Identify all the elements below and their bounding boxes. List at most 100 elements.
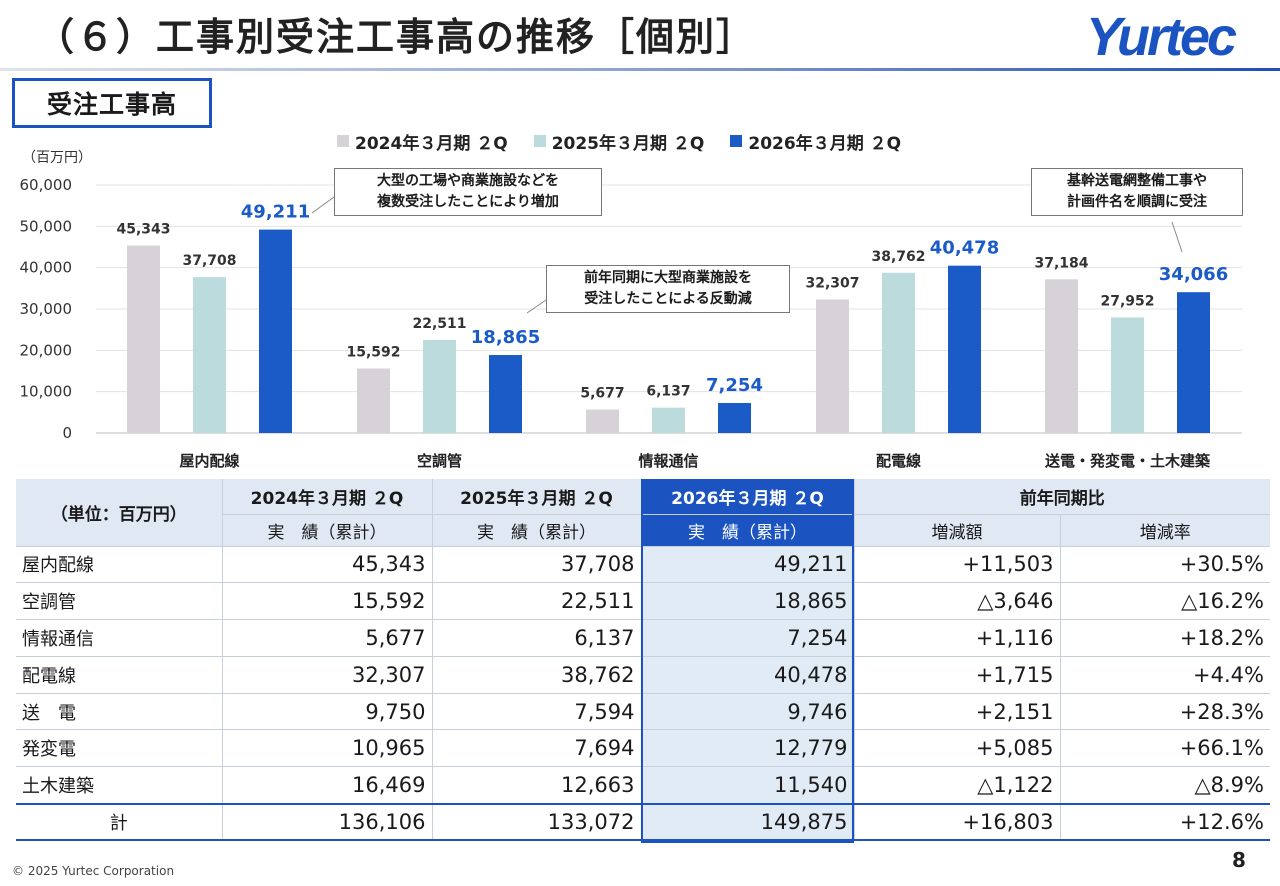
x-category-label: 空調管 — [417, 452, 462, 470]
total-diff: +16,803 — [854, 802, 1061, 842]
yurtec-logo: Yurtec — [1086, 7, 1240, 66]
legend-label-2026: 2026年３月期 ２Q — [748, 133, 902, 154]
y-tick-label: 30,000 — [20, 300, 73, 318]
cell-2026: 18,865 — [641, 582, 855, 621]
cell-2026: 12,779 — [641, 729, 855, 768]
callout-hvac: 前年同期に大型商業施設を 受注したことによる反動減 — [546, 265, 790, 313]
cell-2025: 6,137 — [432, 619, 642, 657]
bar — [1111, 317, 1144, 433]
y-axis-unit-label: （百万円） — [22, 150, 92, 166]
cell-2025: 12,663 — [432, 766, 642, 805]
legend-label-2024: 2024年３月期 ２Q — [355, 133, 508, 154]
cell-2024: 9,750 — [222, 693, 433, 731]
cell-2026: 9,746 — [641, 693, 855, 731]
bar-value-label: 5,677 — [580, 386, 624, 402]
cell-diff: △1,122 — [854, 766, 1061, 805]
cell-2024: 5,677 — [222, 619, 433, 657]
callout-transmission: 基幹送電網整備工事や 計画件名を順調に受注 — [1031, 168, 1243, 216]
legend-item-2025: 2025年３月期 ２Q — [533, 129, 705, 154]
bar-value-label: 32,307 — [805, 275, 859, 291]
row-label: 空調管 — [16, 582, 223, 621]
bar — [193, 277, 226, 433]
cell-diff: +1,116 — [854, 619, 1061, 657]
cell-2024: 16,469 — [222, 766, 433, 805]
legend-label-2025: 2025年３月期 ２Q — [551, 133, 705, 154]
table-row: 屋内配線 45,343 37,708 49,211 +11,503 +30.5% — [16, 546, 1270, 584]
callout-line: 大型の工場や商業施設などを — [377, 173, 559, 189]
bar — [357, 368, 390, 433]
total-2025: 133,072 — [432, 802, 642, 842]
sub-header-2026: 実 績（累計） — [641, 514, 855, 547]
sub-header-2024: 実 績（累計） — [222, 514, 433, 547]
callout-line: 計画件名を順調に受注 — [1067, 194, 1207, 210]
sub-header-2025: 実 績（累計） — [432, 514, 642, 547]
chart-legend: 2024年３月期 ２Q 2025年３月期 ２Q 2026年３月期 ２Q — [337, 128, 927, 154]
row-label: 発変電 — [16, 729, 223, 768]
bar-value-label: 22,511 — [412, 316, 466, 332]
total-rate: +12.6% — [1060, 802, 1270, 842]
rate-header: 増減率 — [1060, 514, 1270, 547]
cell-2024: 10,965 — [222, 729, 433, 768]
logo-text: Yurtec — [1086, 7, 1237, 66]
cell-2025: 7,594 — [432, 693, 642, 731]
cell-2025: 37,708 — [432, 546, 642, 584]
cell-rate: +4.4% — [1060, 656, 1270, 694]
table-row: 発変電 10,965 7,694 12,779 +5,085 +66.1% — [16, 729, 1270, 768]
cell-2025: 7,694 — [432, 729, 642, 768]
x-category-label: 情報通信 — [638, 452, 698, 470]
period-header-2025: 2025年３月期 ２Q — [432, 479, 642, 515]
legend-swatch-2025 — [533, 135, 546, 147]
bar — [127, 245, 160, 433]
bar-value-label: 7,254 — [706, 375, 763, 396]
callout-line: 複数受注したことにより増加 — [377, 194, 559, 210]
cell-2026: 7,254 — [641, 619, 855, 657]
table-row: 空調管 15,592 22,511 18,865 △3,646 △16.2% — [16, 582, 1270, 621]
bar — [586, 409, 619, 433]
bar-value-label: 40,478 — [930, 238, 999, 259]
bar — [423, 339, 456, 433]
bar — [1177, 292, 1210, 433]
callout-indoor-wiring: 大型の工場や商業施設などを 複数受注したことにより増加 — [334, 168, 602, 216]
bar-value-label: 37,184 — [1034, 255, 1088, 271]
cell-2024: 15,592 — [222, 582, 433, 621]
bar — [816, 299, 849, 433]
table-row: 土木建築 16,469 12,663 11,540 △1,122 △8.9% — [16, 766, 1270, 805]
row-label: 土木建築 — [16, 766, 223, 805]
callout-leader — [526, 299, 547, 314]
row-label: 送 電 — [16, 693, 223, 731]
section-badge: 受注工事高 — [12, 78, 212, 128]
bar-value-label: 37,708 — [182, 253, 236, 269]
bar — [948, 265, 981, 433]
bar — [882, 272, 915, 433]
cell-rate: +18.2% — [1060, 619, 1270, 657]
x-category-label: 送電・発変電・土木建築 — [1044, 452, 1211, 470]
bar-value-label: 18,865 — [471, 327, 540, 348]
bar — [652, 407, 685, 433]
comparison-header: 前年同期比 — [854, 479, 1270, 515]
y-tick-label: 50,000 — [20, 217, 73, 235]
row-label: 配電線 — [16, 656, 223, 694]
table-row: 配電線 32,307 38,762 40,478 +1,715 +4.4% — [16, 656, 1270, 694]
page-number: 8 — [1232, 848, 1246, 872]
bar-value-label: 27,952 — [1100, 293, 1154, 309]
bar — [718, 403, 751, 433]
x-category-label: 配電線 — [876, 452, 921, 470]
total-2024: 136,106 — [222, 802, 433, 842]
y-tick-label: 10,000 — [20, 383, 73, 401]
cell-diff: +5,085 — [854, 729, 1061, 768]
callout-line: 前年同期に大型商業施設を — [584, 270, 752, 286]
bar-value-label: 45,343 — [116, 222, 170, 238]
cell-2026: 49,211 — [641, 546, 855, 584]
cell-2025: 38,762 — [432, 656, 642, 694]
y-tick-label: 40,000 — [20, 259, 73, 277]
row-label: 情報通信 — [16, 619, 223, 657]
cell-2026: 40,478 — [641, 656, 855, 694]
bar-value-label: 34,066 — [1159, 264, 1228, 285]
bar-chart: （百万円） 0 10,000 20,000 30,000 40,000 50,000 60,0… — [20, 150, 1242, 470]
bar-value-label: 6,137 — [646, 384, 690, 400]
total-2026: 149,875 — [641, 802, 855, 842]
diff-header: 増減額 — [854, 514, 1061, 547]
orders-table: （単位：百万円） 2024年３月期 ２Q 2025年３月期 ２Q 2026年３月… — [16, 479, 1270, 842]
bar-value-label: 49,211 — [241, 202, 310, 223]
bar — [489, 355, 522, 433]
